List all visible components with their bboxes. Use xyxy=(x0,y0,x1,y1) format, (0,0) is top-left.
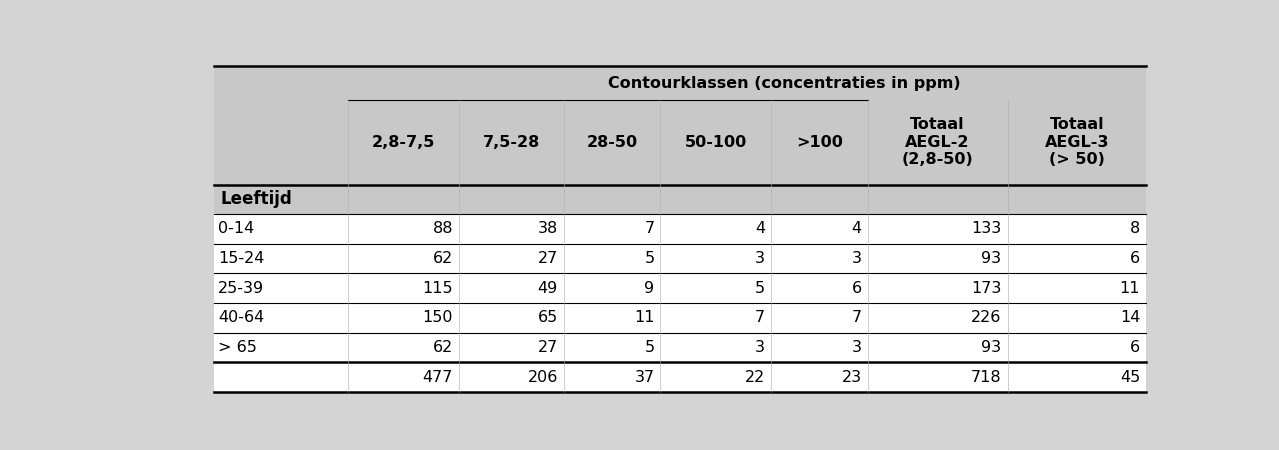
Text: 206: 206 xyxy=(527,369,558,385)
Text: 22: 22 xyxy=(744,369,765,385)
Text: 62: 62 xyxy=(432,251,453,266)
Text: 3: 3 xyxy=(755,340,765,355)
Text: 0-14: 0-14 xyxy=(219,221,255,237)
Text: 28-50: 28-50 xyxy=(587,135,638,150)
Text: 50-100: 50-100 xyxy=(684,135,747,150)
Text: 718: 718 xyxy=(971,369,1001,385)
Text: Leeftijd: Leeftijd xyxy=(220,190,292,208)
Text: 477: 477 xyxy=(422,369,453,385)
Text: 8: 8 xyxy=(1129,221,1140,237)
Text: 93: 93 xyxy=(981,251,1001,266)
Bar xyxy=(215,333,1146,362)
Bar xyxy=(215,303,1146,333)
Text: Contourklassen (concentraties in ppm): Contourklassen (concentraties in ppm) xyxy=(608,76,961,90)
Text: 49: 49 xyxy=(537,281,558,296)
Text: 7: 7 xyxy=(852,310,862,325)
Text: 14: 14 xyxy=(1120,310,1140,325)
Text: 3: 3 xyxy=(852,340,862,355)
Text: 7: 7 xyxy=(755,310,765,325)
Bar xyxy=(215,362,1146,392)
Text: 45: 45 xyxy=(1120,369,1140,385)
Text: 4: 4 xyxy=(755,221,765,237)
Text: > 65: > 65 xyxy=(219,340,257,355)
Bar xyxy=(215,244,1146,274)
Text: 37: 37 xyxy=(634,369,655,385)
Text: 2,8-7,5: 2,8-7,5 xyxy=(372,135,435,150)
Text: 150: 150 xyxy=(422,310,453,325)
Bar xyxy=(215,274,1146,303)
Text: 5: 5 xyxy=(645,251,655,266)
Bar xyxy=(215,214,1146,244)
Text: 7: 7 xyxy=(645,221,655,237)
Text: 133: 133 xyxy=(971,221,1001,237)
Text: 93: 93 xyxy=(981,340,1001,355)
Text: 38: 38 xyxy=(537,221,558,237)
Text: 9: 9 xyxy=(645,281,655,296)
Text: 5: 5 xyxy=(645,340,655,355)
Bar xyxy=(215,66,1146,184)
Text: Totaal
AEGL-3
(> 50): Totaal AEGL-3 (> 50) xyxy=(1045,117,1109,167)
Text: 226: 226 xyxy=(971,310,1001,325)
Text: 3: 3 xyxy=(852,251,862,266)
Text: 7,5-28: 7,5-28 xyxy=(482,135,540,150)
Text: 23: 23 xyxy=(842,369,862,385)
Text: 11: 11 xyxy=(634,310,655,325)
Text: Totaal
AEGL-2
(2,8-50): Totaal AEGL-2 (2,8-50) xyxy=(902,117,973,167)
Text: 6: 6 xyxy=(852,281,862,296)
Text: 115: 115 xyxy=(422,281,453,296)
Text: 88: 88 xyxy=(432,221,453,237)
Text: 6: 6 xyxy=(1131,340,1140,355)
Text: 173: 173 xyxy=(971,281,1001,296)
Text: 65: 65 xyxy=(537,310,558,325)
Text: 27: 27 xyxy=(537,340,558,355)
Text: 27: 27 xyxy=(537,251,558,266)
Text: 5: 5 xyxy=(755,281,765,296)
Text: >100: >100 xyxy=(796,135,843,150)
Text: 11: 11 xyxy=(1119,281,1140,296)
Text: 62: 62 xyxy=(432,340,453,355)
Text: 6: 6 xyxy=(1131,251,1140,266)
Text: 3: 3 xyxy=(755,251,765,266)
Text: 15-24: 15-24 xyxy=(219,251,265,266)
Bar xyxy=(215,184,1146,214)
Text: 25-39: 25-39 xyxy=(219,281,265,296)
Text: 40-64: 40-64 xyxy=(219,310,265,325)
Text: 4: 4 xyxy=(852,221,862,237)
